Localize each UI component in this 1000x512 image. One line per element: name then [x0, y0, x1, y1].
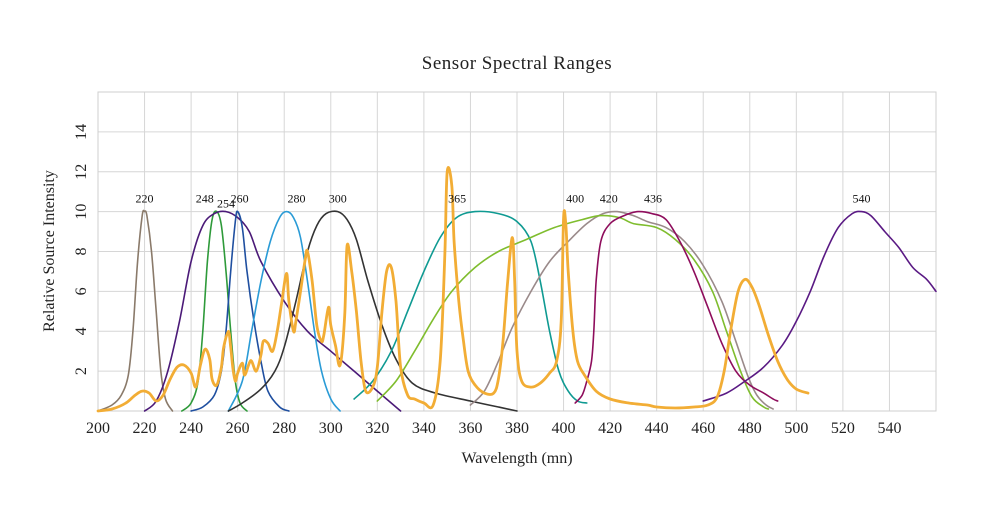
y-tick-label: 12: [73, 164, 90, 180]
y-tick-label: 4: [73, 327, 90, 335]
x-tick-label: 500: [784, 420, 808, 437]
peak-label-400: 400: [566, 192, 584, 206]
grid: [98, 92, 936, 411]
curves: [96, 166, 937, 413]
x-tick-label: 200: [86, 420, 110, 437]
sensor-curve-280: [227, 210, 341, 412]
sensor-curve-400: [469, 210, 774, 410]
peak-label-420: 420: [600, 192, 618, 206]
x-tick-label: 260: [226, 420, 250, 437]
x-tick-label: 320: [365, 420, 389, 437]
x-tick-label: 480: [738, 420, 762, 437]
x-tick-label: 400: [552, 420, 576, 437]
x-tick-label: 280: [272, 420, 296, 437]
x-tick-label: 360: [458, 420, 482, 437]
peak-label-254: 254: [217, 197, 235, 211]
x-tick-labels: 200 220 240 260 280 300 320 340 360 380 400 420 440 4…: [86, 420, 901, 437]
x-axis-label: Wavelength (mn): [461, 450, 572, 467]
y-tick-label: 10: [73, 204, 90, 220]
peak-label-280: 280: [288, 192, 306, 206]
peak-label-540: 540: [853, 192, 871, 206]
y-axis-label: Relative Source Intensity: [41, 170, 58, 332]
y-tick-label: 2: [73, 367, 90, 375]
peak-label-220: 220: [136, 192, 154, 206]
peak-label-260: 260: [231, 192, 249, 206]
x-tick-label: 420: [598, 420, 622, 437]
sensor-curve-260: [190, 210, 290, 412]
x-tick-label: 300: [319, 420, 343, 437]
sensor-curve-436: [574, 210, 779, 404]
x-tick-label: 540: [877, 420, 901, 437]
sensor-curve-220: [97, 209, 174, 412]
x-tick-label: 380: [505, 420, 529, 437]
light-source-curve: [96, 166, 810, 413]
peak-label-365: 365: [448, 192, 466, 206]
x-tick-label: 520: [831, 420, 855, 437]
sensor-curve-300: [227, 210, 518, 412]
x-tick-label: 220: [133, 420, 157, 437]
x-tick-label: 440: [645, 420, 669, 437]
x-tick-label: 240: [179, 420, 203, 437]
y-tick-label: 14: [73, 124, 90, 140]
sensor-curve-540: [702, 210, 937, 402]
peak-label-248: 248: [196, 192, 214, 206]
y-tick-labels: 2 4 6 8 10 12 14: [73, 124, 90, 375]
y-tick-label: 8: [73, 248, 90, 256]
peak-label-300: 300: [329, 192, 347, 206]
chart-title: Sensor Spectral Ranges: [422, 53, 612, 74]
peak-label-436: 436: [644, 192, 662, 206]
x-tick-label: 460: [691, 420, 715, 437]
y-tick-label: 6: [73, 287, 90, 295]
x-tick-label: 340: [412, 420, 436, 437]
sensor-curve-365: [353, 210, 588, 404]
